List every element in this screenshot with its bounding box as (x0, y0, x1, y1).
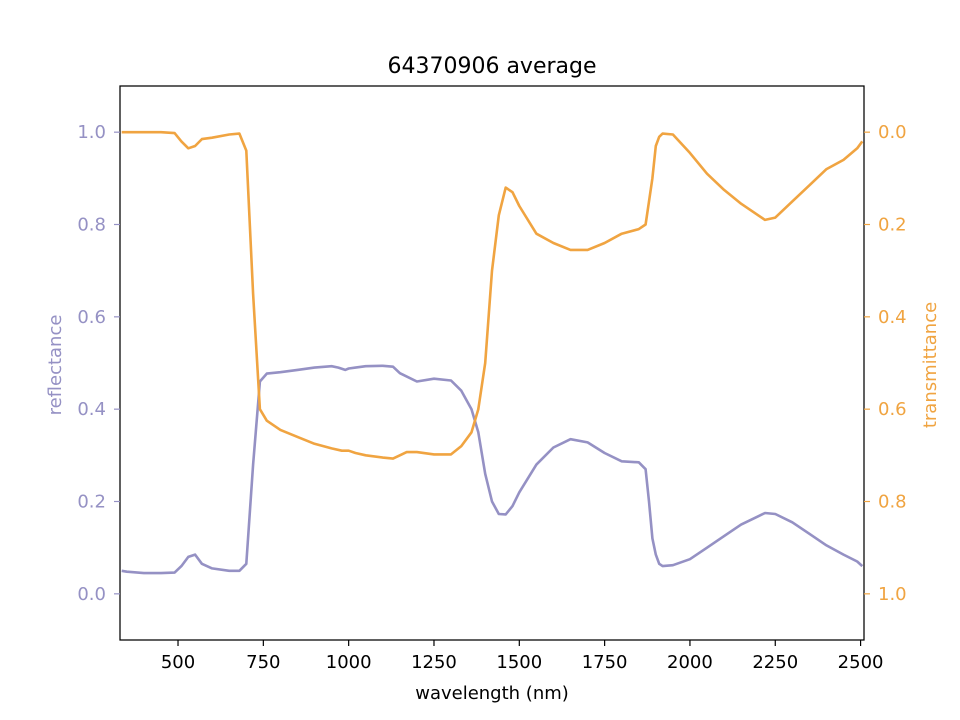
y-left-tick-label: 1.0 (77, 122, 106, 143)
y-left-tick-label: 0.2 (77, 492, 106, 513)
y-left-tick-label: 0.8 (77, 215, 106, 236)
transmittance-series-line (121, 130, 864, 460)
y-right-tick-label: 0.0 (878, 122, 907, 143)
x-tick-label: 1750 (582, 652, 628, 673)
x-tick-label: 1250 (411, 652, 457, 673)
y-left-tick-label: 0.6 (77, 307, 106, 328)
reflectance-series-line (121, 364, 864, 575)
x-axis-label: wavelength (nm) (415, 683, 569, 704)
x-tick-label: 2500 (838, 652, 884, 673)
x-tick-label: 2250 (752, 652, 798, 673)
plot-frame (119, 85, 865, 641)
x-tick-label: 1000 (326, 652, 372, 673)
y-left-axis-label: reflectance (45, 315, 66, 416)
x-tick-label: 500 (161, 652, 195, 673)
y-right-tick-label: 0.6 (878, 399, 907, 420)
series-layer (121, 130, 864, 575)
y-right-tick-label: 1.0 (878, 584, 907, 605)
y-right-tick-label: 0.2 (878, 215, 907, 236)
y-right-tick-label: 0.8 (878, 492, 907, 513)
ticks-layer: 500 750 1000 1250 1500 1750 2000 2250 2500 0.0 0.2… (77, 122, 906, 673)
y-right-axis-label: transmittance (920, 302, 941, 428)
x-tick-label: 1500 (496, 652, 542, 673)
y-left-tick-label: 0.0 (77, 584, 106, 605)
chart-title: 64370906 average (387, 54, 596, 79)
y-left-tick-label: 0.4 (77, 399, 106, 420)
x-tick-label: 750 (246, 652, 280, 673)
x-tick-label: 2000 (667, 652, 713, 673)
y-right-tick-label: 0.4 (878, 307, 907, 328)
